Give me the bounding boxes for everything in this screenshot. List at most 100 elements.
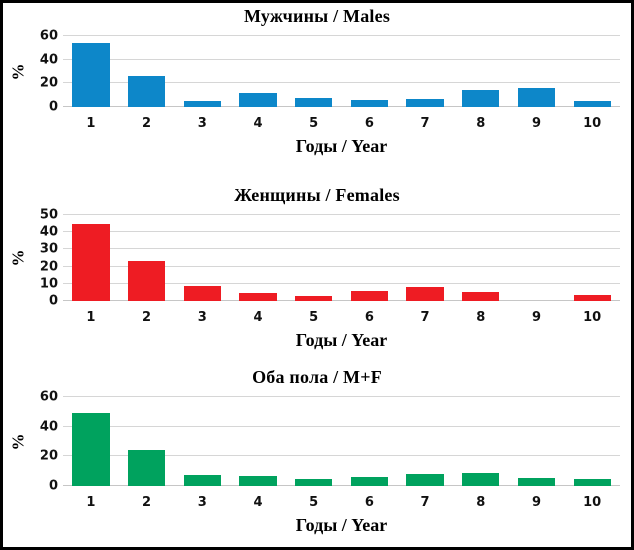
x-tick-label: 8 <box>476 310 486 325</box>
y-axis-label: % <box>8 249 27 267</box>
x-tick-label: 4 <box>253 116 263 131</box>
y-tick-label: 60 <box>39 389 58 405</box>
bar-year-2 <box>127 76 166 107</box>
gridline <box>63 455 620 457</box>
bar-year-4 <box>239 293 277 301</box>
gridline <box>63 58 620 60</box>
x-tick-label: 2 <box>142 116 152 131</box>
y-axis-label: % <box>8 433 27 450</box>
bar-year-5 <box>295 295 333 301</box>
x-tick-label: 9 <box>531 495 541 510</box>
x-tick-label: 7 <box>420 310 430 325</box>
gridline <box>63 231 620 233</box>
y-axis: % 0 10 20 30 40 50 <box>3 209 63 308</box>
x-tick-label: 4 <box>253 495 263 510</box>
bar-year-3 <box>183 474 221 486</box>
chart-body: % 0 20 40 60 1 2 3 4 5 6 7 8 9 10 <box>3 391 631 514</box>
plot-area-both-sexes <box>63 396 620 486</box>
bars <box>63 36 620 107</box>
bar-year-10 <box>573 294 611 301</box>
x-tick-label: 3 <box>197 310 207 325</box>
x-tick-label: 8 <box>476 495 486 510</box>
x-tick-label: 3 <box>197 495 207 510</box>
x-axis-ticks: 1 2 3 4 5 6 7 8 9 10 <box>63 107 620 135</box>
bar-slot-year-2 <box>119 36 175 107</box>
y-tick-label: 20 <box>39 259 58 275</box>
bar-year-3 <box>183 101 221 107</box>
bar-year-8 <box>462 473 500 486</box>
x-tick-label: 7 <box>420 116 430 131</box>
y-axis: % 0 20 40 60 <box>3 30 63 114</box>
y-tick-label: 0 <box>48 99 58 115</box>
x-tick-label: 1 <box>86 495 96 510</box>
x-tick-label: 5 <box>309 495 319 510</box>
bar-slot-year-6 <box>342 397 398 486</box>
bars <box>63 215 620 301</box>
chart-body: % 0 10 20 30 40 50 1 2 3 4 5 6 7 8 9 10 <box>3 209 631 329</box>
bar-year-6 <box>350 290 389 301</box>
x-tick-label: 5 <box>309 310 319 325</box>
bar-year-7 <box>406 287 444 301</box>
y-tick-label: 40 <box>39 52 58 68</box>
x-tick-label: 10 <box>583 116 602 131</box>
chart-title-both-sexes: Оба пола / M+F <box>252 367 382 387</box>
bar-year-9 <box>517 88 556 107</box>
bar-year-10 <box>573 479 611 486</box>
x-tick-label: 6 <box>364 310 374 325</box>
x-tick-label: 10 <box>583 495 602 510</box>
y-axis-label-col: % <box>3 36 33 107</box>
plot-area-females <box>63 214 620 301</box>
bar-year-3 <box>183 285 221 301</box>
y-tick-label: 50 <box>39 207 58 223</box>
y-tick-label: 30 <box>39 241 58 257</box>
x-tick-label: 6 <box>364 495 374 510</box>
chart-males: Мужчины / Males % 0 20 40 60 1 2 3 4 5 6 7 8 9 10 Го… <box>3 5 631 157</box>
gridline <box>63 248 620 250</box>
figure: Мужчины / Males % 0 20 40 60 1 2 3 4 5 6 7 8 9 10 Го… <box>3 3 631 547</box>
bar-slot-year-7 <box>397 397 453 486</box>
chart-title-males: Мужчины / Males <box>243 6 391 26</box>
bar-slot-year-3 <box>174 397 230 486</box>
bar-slot-year-4 <box>230 397 286 486</box>
x-tick-label: 6 <box>364 116 374 131</box>
bar-slot-year-10 <box>564 397 620 486</box>
y-tick-label: 60 <box>39 28 58 44</box>
bar-year-1 <box>72 43 110 107</box>
bar-year-10 <box>573 101 611 107</box>
bar-year-9 <box>517 477 556 486</box>
plot-column: 1 2 3 4 5 6 7 8 9 10 <box>63 35 620 135</box>
y-axis-ticks: 0 10 20 30 40 50 <box>33 209 63 308</box>
y-axis-label: % <box>8 63 27 80</box>
x-tick-label: 4 <box>253 310 263 325</box>
bar-slot-year-4 <box>230 215 286 301</box>
y-axis-ticks: 0 20 40 60 <box>33 30 63 114</box>
x-axis-label: Годы / Year <box>295 515 388 535</box>
x-axis-ticks: 1 2 3 4 5 6 7 8 9 10 <box>63 301 620 329</box>
x-tick-label: 9 <box>531 310 541 325</box>
chart-title-females: Женщины / Females <box>234 185 400 205</box>
x-axis-label: Годы / Year <box>295 136 388 156</box>
x-tick-label: 3 <box>197 116 207 131</box>
gridline <box>63 425 620 427</box>
bar-slot-year-5 <box>286 36 342 107</box>
plot-column: 1 2 3 4 5 6 7 8 9 10 <box>63 396 620 514</box>
bar-slot-year-7 <box>397 215 453 301</box>
bar-slot-year-1 <box>63 36 119 107</box>
bar-year-8 <box>462 90 500 107</box>
bar-year-1 <box>72 413 110 486</box>
bar-year-5 <box>295 97 333 107</box>
bar-year-6 <box>350 477 389 486</box>
gridline <box>63 396 620 397</box>
y-tick-label: 40 <box>39 224 58 240</box>
y-axis: % 0 20 40 60 <box>3 391 63 493</box>
bar-slot-year-2 <box>119 397 175 486</box>
bar-year-7 <box>406 99 444 107</box>
bar-slot-year-2 <box>119 215 175 301</box>
bar-year-6 <box>350 99 389 107</box>
bar-slot-year-6 <box>342 215 398 301</box>
gridline <box>63 282 620 284</box>
bars <box>63 397 620 486</box>
bar-year-2 <box>127 261 166 301</box>
x-tick-label: 10 <box>583 310 602 325</box>
